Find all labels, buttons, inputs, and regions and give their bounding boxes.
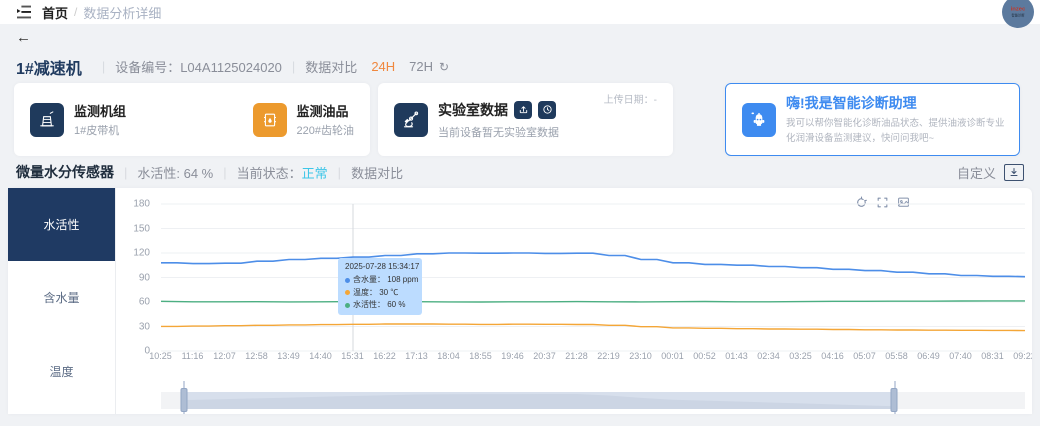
svg-text:智能诊断: 智能诊断 xyxy=(1012,13,1026,18)
svg-text:inzec: inzec xyxy=(1011,7,1026,13)
